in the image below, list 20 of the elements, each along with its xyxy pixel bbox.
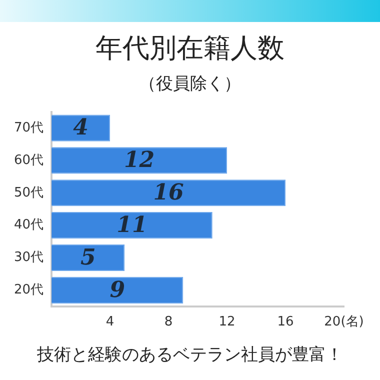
y-tick-label: 50代: [14, 185, 44, 200]
text: 技術と経験のあるベテラン社員が豊富！: [36, 344, 344, 366]
data-label: 12: [124, 147, 155, 174]
y-tick-label: 30代: [14, 250, 44, 266]
data-label: 4: [73, 114, 88, 141]
y-tick-label: 70代: [14, 120, 44, 136]
x-tick-label: 12: [218, 314, 236, 330]
chart-title: 年代別在籍人数: [94, 32, 286, 66]
x-tick-label: 4: [106, 314, 114, 330]
x-tick-label: 16: [277, 314, 294, 330]
y-tick-label: 20代: [14, 282, 44, 298]
data-label: 11: [116, 212, 148, 238]
data-label: 9: [110, 276, 125, 303]
chart-subtitle: （役員除く）: [138, 73, 242, 95]
x-tick-label: 8: [164, 314, 173, 330]
x-tick-label: 20(名): [324, 314, 364, 330]
data-label: 16: [153, 180, 184, 206]
y-tick-label: 60代: [14, 152, 44, 168]
y-tick-label: 40代: [14, 218, 44, 233]
data-label: 5: [80, 244, 96, 270]
